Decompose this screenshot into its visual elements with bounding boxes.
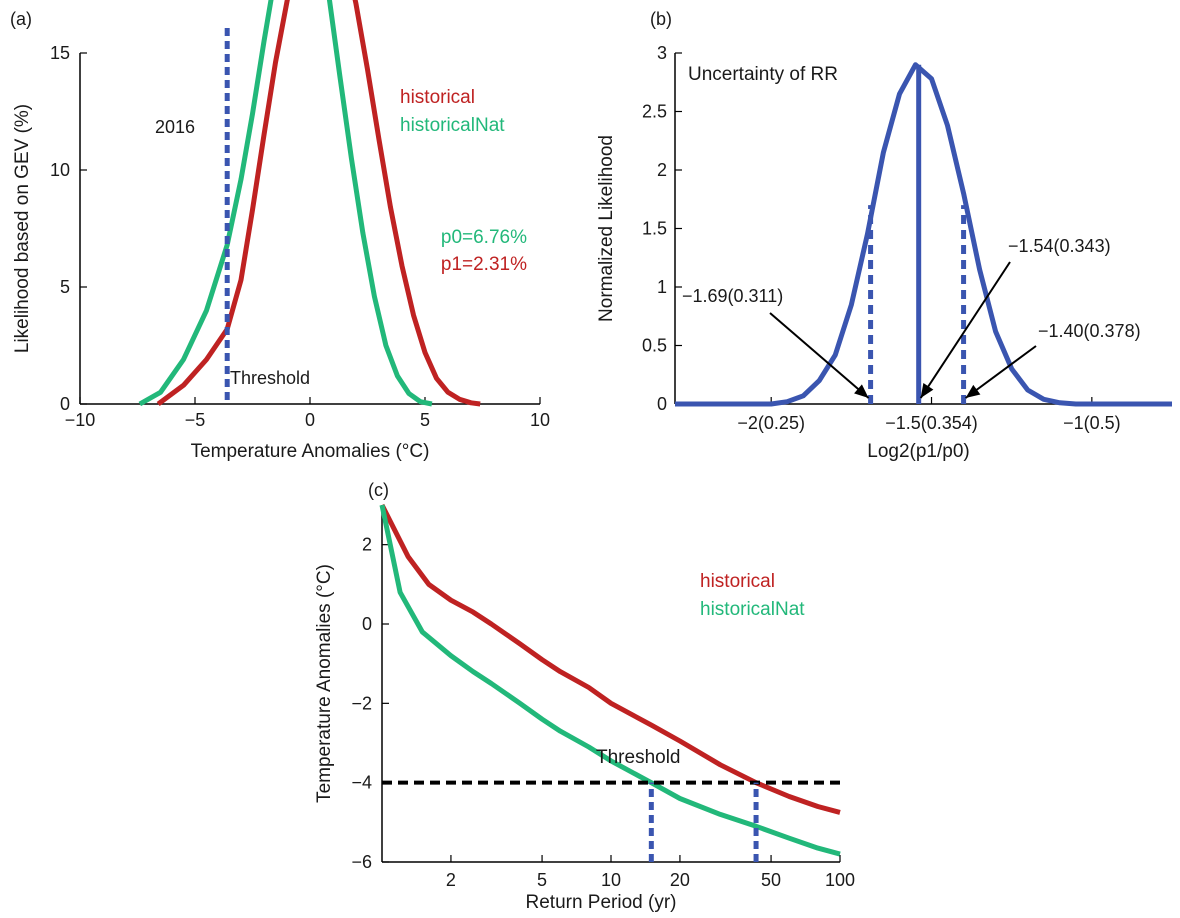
panel-b-arrowhead-1 bbox=[854, 384, 869, 398]
panel-b-x-label: Log2(p1/p0) bbox=[867, 441, 969, 462]
panel-a-year-label: 2016 bbox=[155, 117, 195, 137]
panel-b-annotation-1: −1.69(0.311) bbox=[682, 286, 783, 306]
panel-a-x-tick-label: 0 bbox=[305, 410, 315, 430]
panel-c-x-tick-label: 2 bbox=[446, 870, 456, 890]
panel-b-x-tick-label: −1.5(0.354) bbox=[885, 413, 978, 433]
panel-b: (b) −2(0.25) −1.5(0.354) −1(0.5) 0 0.5 1 1.5 2 2.… bbox=[596, 9, 1172, 462]
panel-b-x-tick-label: −1(0.5) bbox=[1063, 413, 1121, 433]
panel-c-x-tick-label: 50 bbox=[761, 870, 781, 890]
panel-c-y-tick-label: −4 bbox=[351, 773, 372, 793]
panel-b-y-tick-label: 0.5 bbox=[642, 336, 667, 356]
panel-c-label: (c) bbox=[368, 480, 389, 500]
panel-c-x-tick-label: 100 bbox=[825, 870, 855, 890]
panel-b-annotation-3: −1.40(0.378) bbox=[1038, 321, 1141, 341]
panel-a-y-label: Likelihood based on GEV (%) bbox=[12, 104, 33, 353]
panel-a-y-tick-label: 5 bbox=[60, 277, 70, 297]
panel-b-y-tick-label: 1.5 bbox=[642, 219, 667, 239]
panel-c: (c) 2 5 10 20 50 100 −6 −4 −2 0 2 Threshold historica… bbox=[314, 480, 855, 913]
panel-c-y-label: Temperature Anomalies (°C) bbox=[314, 564, 335, 803]
panel-b-arrow-2 bbox=[919, 261, 1011, 399]
panel-a-x-tick-label: 5 bbox=[420, 410, 430, 430]
panel-c-legend-historical: historical bbox=[700, 571, 775, 592]
panel-a-x-label: Temperature Anomalies (°C) bbox=[191, 441, 430, 462]
panel-b-label: (b) bbox=[650, 9, 672, 29]
panel-b-y-label: Normalized Likelihood bbox=[596, 135, 617, 322]
panel-a-y-tick-label: 0 bbox=[60, 394, 70, 414]
panel-a-curve-historicalNat bbox=[138, 0, 433, 407]
panel-c-y-tick-label: 2 bbox=[362, 535, 372, 555]
panel-b-y-tick-label: 2 bbox=[657, 160, 667, 180]
panel-a-p1-label: p1=2.31% bbox=[441, 254, 527, 275]
panel-b-arrowhead-2 bbox=[920, 383, 934, 398]
panel-a-x-tick-label: −5 bbox=[185, 410, 206, 430]
panel-c-x-tick-label: 10 bbox=[601, 870, 621, 890]
panel-b-curve bbox=[675, 62, 1172, 407]
panel-c-y-tick-label: −2 bbox=[351, 693, 372, 713]
panel-c-x-tick-label: 20 bbox=[670, 870, 690, 890]
panel-c-threshold-label: Threshold bbox=[596, 747, 681, 768]
panel-a-y-tick-label: 10 bbox=[50, 160, 70, 180]
panel-b-annotation-2: −1.54(0.343) bbox=[1008, 236, 1111, 256]
panel-c-x-label: Return Period (yr) bbox=[526, 892, 677, 913]
panel-a-curve-historical bbox=[156, 0, 481, 407]
panel-c-y-tick-label: 0 bbox=[362, 614, 372, 634]
panel-b-arrow-1 bbox=[769, 312, 870, 399]
panel-c-curve-historical bbox=[379, 503, 841, 815]
panel-a-x-tick-label: 10 bbox=[530, 410, 550, 430]
panel-c-curve-historicalNat bbox=[379, 504, 841, 857]
panel-c-x-tick-label: 5 bbox=[537, 870, 547, 890]
panel-a-threshold-label: Threshold bbox=[230, 368, 310, 388]
panel-b-arrow-3 bbox=[964, 345, 1037, 399]
panel-a-x-tick-label: −10 bbox=[65, 410, 96, 430]
panel-a-p0-label: p0=6.76% bbox=[441, 227, 527, 248]
panel-b-y-tick-label: 0 bbox=[657, 394, 667, 414]
panel-b-y-tick-label: 2.5 bbox=[642, 102, 667, 122]
panel-a-legend-historical: historical bbox=[400, 87, 475, 108]
panel-b-arrowhead-3 bbox=[965, 384, 981, 398]
panel-b-title: Uncertainty of RR bbox=[688, 64, 838, 85]
panel-a-y-tick-label: 15 bbox=[50, 43, 70, 63]
panel-b-x-tick-label: −2(0.25) bbox=[737, 413, 805, 433]
panel-a-legend-historicalnat: historicalNat bbox=[400, 115, 505, 136]
panel-a: (a) −10 −5 0 5 10 0 5 10 15 2016 Threshold historica… bbox=[10, 0, 550, 462]
panel-a-label: (a) bbox=[10, 9, 32, 29]
panel-c-y-tick-label: −6 bbox=[351, 852, 372, 872]
panel-c-legend-historicalnat: historicalNat bbox=[700, 599, 805, 620]
panel-b-y-tick-label: 3 bbox=[657, 43, 667, 63]
panel-b-y-tick-label: 1 bbox=[657, 277, 667, 297]
